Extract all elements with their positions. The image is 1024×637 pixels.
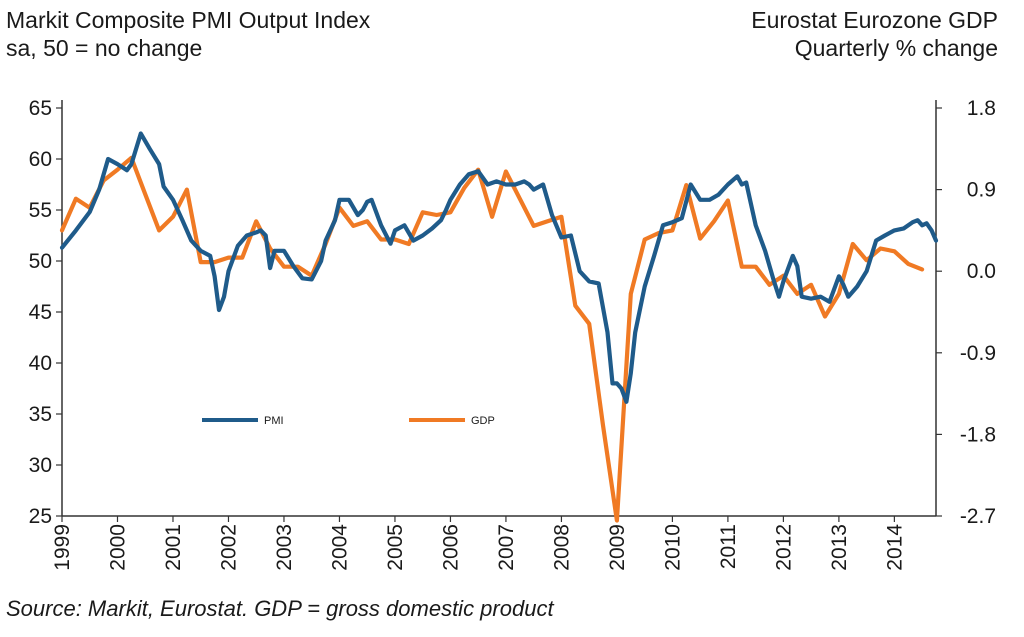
left-tick-label: 35 xyxy=(29,403,52,426)
x-tick-label: 2001 xyxy=(162,524,185,571)
x-tick-label: 2006 xyxy=(439,524,462,571)
left-tick-label: 55 xyxy=(29,199,52,222)
left-tick-label: 25 xyxy=(29,505,52,528)
x-tick-label: 2000 xyxy=(106,524,129,571)
right-tick-label: -0.9 xyxy=(960,342,996,365)
source-note: Source: Markit, Eurostat. GDP = gross do… xyxy=(6,596,554,621)
x-tick-label: 2013 xyxy=(828,524,851,571)
right-tick-label: 0.9 xyxy=(967,179,996,202)
gdp-series-line xyxy=(59,155,925,523)
x-tick-label: 2007 xyxy=(495,524,518,571)
right-tick-label: -1.8 xyxy=(960,423,996,446)
pmi-series-line xyxy=(59,131,939,404)
right-tick-label: 0.0 xyxy=(967,260,996,283)
x-tick-label: 2010 xyxy=(661,524,684,571)
x-tick-label: 2005 xyxy=(384,524,407,571)
left-tick-label: 45 xyxy=(29,301,52,324)
x-tick-label: 2014 xyxy=(883,524,906,571)
right-subtitle: Quarterly % change xyxy=(794,35,998,61)
x-tick-label: 2008 xyxy=(550,524,573,571)
x-tick-label: 1999 xyxy=(51,524,74,571)
right-title: Eurostat Eurozone GDP xyxy=(751,7,998,33)
x-tick-label: 2009 xyxy=(606,524,629,571)
right-tick-label: 1.8 xyxy=(967,97,996,120)
x-tick-label: 2004 xyxy=(328,524,351,571)
left-title: Markit Composite PMI Output Index xyxy=(6,7,371,33)
x-tick-label: 2002 xyxy=(217,524,240,571)
x-tick-label: 2011 xyxy=(717,524,740,569)
left-subtitle: sa, 50 = no change xyxy=(6,35,203,61)
left-tick-label: 60 xyxy=(29,148,52,171)
left-axis-title: Markit Composite PMI Output Index sa, 50… xyxy=(6,6,370,62)
x-tick-label: 2003 xyxy=(273,524,296,571)
right-tick-label: -2.7 xyxy=(960,505,996,528)
left-tick-label: 30 xyxy=(29,454,52,477)
left-tick-label: 50 xyxy=(29,250,52,273)
legend-label-gdp: GDP xyxy=(471,415,495,427)
left-tick-label: 40 xyxy=(29,352,52,375)
right-axis-title: Eurostat Eurozone GDP Quarterly % change xyxy=(751,6,998,62)
left-tick-label: 65 xyxy=(29,97,52,120)
x-tick-label: 2012 xyxy=(772,524,795,571)
legend-label-pmi: PMI xyxy=(264,415,284,427)
